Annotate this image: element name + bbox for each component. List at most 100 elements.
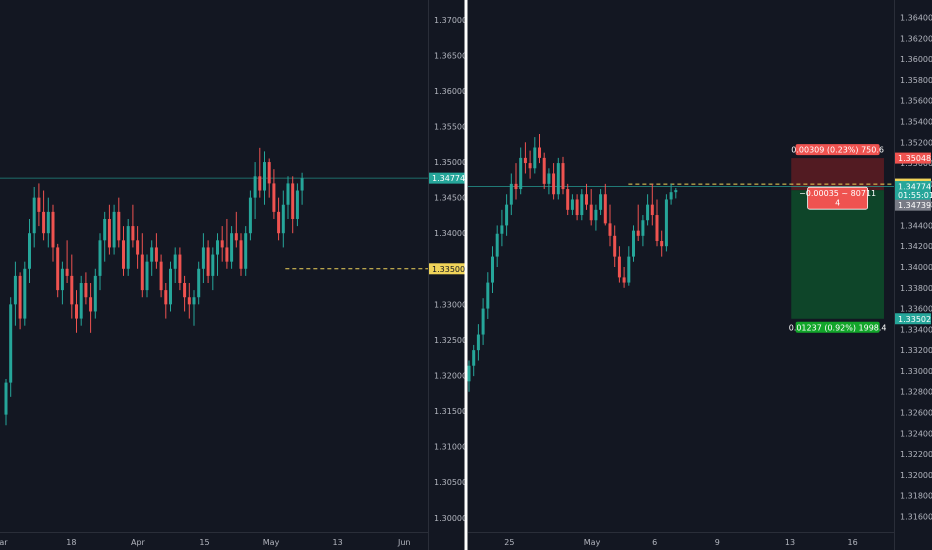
candle-body <box>187 297 191 305</box>
price-axis-tag <box>895 199 931 211</box>
y-tick-label: 1.35400 <box>900 118 932 127</box>
candle-body <box>641 220 645 236</box>
candle-body <box>18 275 22 319</box>
candle-body <box>472 350 476 366</box>
y-tick-label: 1.36000 <box>434 87 467 96</box>
candle-body <box>117 211 121 241</box>
candle-body <box>467 365 471 382</box>
candle-body <box>523 157 527 164</box>
candle-body <box>585 194 588 205</box>
x-tick-label: Apr <box>131 538 146 547</box>
candle-body <box>136 240 140 255</box>
y-tick-label: 1.33400 <box>900 325 932 334</box>
candle-body <box>286 183 290 205</box>
candle-body <box>154 247 158 262</box>
y-tick-label: 1.34500 <box>434 194 467 203</box>
candle-body <box>295 190 299 219</box>
candle-body <box>145 261 149 291</box>
y-tick-label: 1.35200 <box>900 138 932 147</box>
candle-body <box>636 230 640 236</box>
y-tick-label: 1.34000 <box>900 263 932 272</box>
y-tick-label: 1.36000 <box>900 55 932 64</box>
candle-body <box>248 197 252 234</box>
candle-body <box>70 275 74 305</box>
candle-body <box>646 204 650 221</box>
y-tick-label: 1.32800 <box>900 388 932 397</box>
candle-body <box>519 157 523 190</box>
candle-body <box>622 277 626 283</box>
candle-body <box>481 308 485 335</box>
y-tick-label: 1.31000 <box>434 443 467 452</box>
candle-body <box>225 247 229 262</box>
price-axis-tag-label: 1.35048 <box>898 154 931 163</box>
y-tick-label: 1.35800 <box>900 76 932 85</box>
candle-body <box>300 178 304 191</box>
price-axis-tag <box>895 152 931 164</box>
y-tick-label: 1.36200 <box>900 34 932 43</box>
left-chart-panel[interactable]: 1.37000 1.36500 1.36000 1.35500 1.35000 1.345… <box>0 0 467 550</box>
candle-body <box>28 233 31 269</box>
y-tick-label: 1.33000 <box>434 300 467 309</box>
candle-body <box>244 233 248 269</box>
price-axis-tag-label: 01:55:01 <box>898 191 932 200</box>
candle-body <box>617 256 621 278</box>
candle-body <box>542 157 546 184</box>
y-tick-label: 1.33200 <box>900 346 932 355</box>
y-tick-label: 1.31500 <box>434 407 467 416</box>
candle-body <box>13 275 17 305</box>
candle-body <box>164 290 168 305</box>
candle-body <box>561 163 565 190</box>
candle-body <box>533 147 537 169</box>
right-chart-panel[interactable]: 1.36400 1.36200 1.36000 1.35800 1.35600 1.354… <box>467 0 932 550</box>
price-axis-tag-label: 1.33502 <box>898 315 931 324</box>
candle-body <box>220 240 224 248</box>
candle-body <box>514 183 518 190</box>
price-axis-tag-label: 1.34739 <box>898 201 931 210</box>
candle-body <box>608 223 612 236</box>
candle-body <box>4 382 8 415</box>
candle-body <box>538 147 541 158</box>
candle-body <box>566 189 570 210</box>
y-tick-label: 1.32200 <box>900 450 932 459</box>
candle-body <box>173 254 177 269</box>
take-profit-zone <box>791 190 884 319</box>
candle-body <box>486 282 490 309</box>
candle-body <box>491 256 494 283</box>
y-tick-label: 1.32000 <box>434 371 467 380</box>
candle-body <box>37 197 41 212</box>
candle-body <box>89 297 93 312</box>
candle-body <box>589 204 593 221</box>
candle-body <box>580 194 584 216</box>
y-tick-label: 1.33600 <box>900 305 932 314</box>
candle-body <box>664 199 668 247</box>
candle-body <box>178 254 182 284</box>
stop-label: 0.00309 (0.23%) 750.6 <box>791 146 884 155</box>
stop-loss-zone <box>791 158 884 191</box>
candle-body <box>216 240 219 255</box>
price-axis-tag <box>429 172 465 184</box>
y-tick-label: 1.36500 <box>434 51 467 60</box>
candle-body <box>159 261 163 291</box>
candle-body <box>230 233 234 262</box>
price-axis-tag-label: 1.33500 <box>432 265 465 274</box>
candle-body <box>476 334 480 351</box>
x-tick-label: 16 <box>848 538 858 547</box>
candle-body <box>197 268 201 298</box>
candle-body <box>234 233 238 241</box>
y-tick-label: 1.34000 <box>434 229 467 238</box>
target-label-box <box>795 321 880 333</box>
candle-body <box>239 240 243 269</box>
candle-body <box>23 268 27 319</box>
candle-body <box>263 162 266 191</box>
y-tick-label: 1.32600 <box>900 408 932 417</box>
pnl-label: −0.00035 ~ 80711 <box>799 189 876 198</box>
candle-body <box>674 190 678 193</box>
panel-divider[interactable] <box>464 0 468 550</box>
candle-body <box>103 218 107 241</box>
candle-body <box>552 173 556 195</box>
candle-body <box>51 211 55 248</box>
candle-body <box>56 247 60 291</box>
candle-body <box>272 183 276 212</box>
y-tick-label: 1.35000 <box>434 158 467 167</box>
price-axis-tag-label: 1.34774 <box>898 183 931 192</box>
